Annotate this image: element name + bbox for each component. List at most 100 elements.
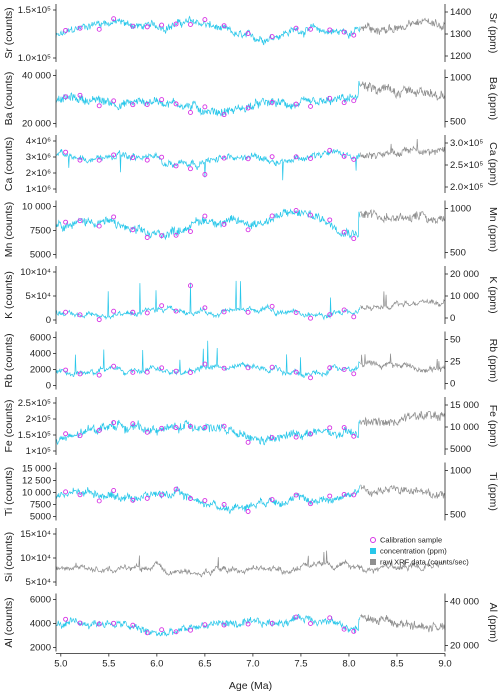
legend-raw-swatch [370, 559, 376, 565]
left-tick-label-ca: 4×10⁶ [26, 136, 51, 147]
right-axis-label-mn: Mn (ppm) [487, 207, 499, 252]
x-tick-label: 7.5 [294, 659, 307, 670]
calibration-point-k [144, 310, 150, 316]
calibration-point-fe [293, 434, 299, 440]
calibration-point-ti [130, 497, 136, 503]
left-tick-label-k: 0 [46, 315, 51, 326]
x-tick-label: 8.0 [342, 659, 355, 670]
panel-al: 2000 4000 6000 Al (counts) 20 000 40 000 Al (p… [3, 593, 499, 654]
left-tick-label-al: 6000 [30, 595, 51, 606]
right-tick-label-ca: 2.5×10⁵ [450, 160, 483, 171]
calibration-point-k [221, 309, 227, 315]
calibration-point-al [188, 627, 193, 633]
calibration-point-fe [144, 429, 150, 435]
left-tick-label-ba: 20 000 [22, 119, 51, 130]
raw-xrf-line-fe [360, 410, 446, 427]
left-tick-label-fe: 1.5×10⁵ [18, 430, 51, 441]
calibration-point-rb [202, 361, 208, 367]
calibration-point-al [63, 616, 69, 622]
legend-raw-label: raw XRF data (counts/sec) [380, 558, 469, 567]
calibration-point-sr [63, 27, 69, 33]
calibration-point-sr [351, 32, 357, 38]
calibration-point-rb [130, 369, 136, 375]
calibration-point-mn [144, 235, 150, 240]
calibration-point-al [111, 620, 117, 626]
calibration-point-ca [77, 157, 83, 163]
x-tick-label: 9.0 [438, 659, 451, 670]
calibration-point-mn [173, 232, 179, 238]
calibration-point-k [341, 307, 347, 313]
right-tick-label-k: 0 [450, 313, 455, 324]
calibration-point-rb [293, 369, 299, 375]
calibration-point-ti [351, 492, 357, 498]
calibration-point-rb [341, 367, 347, 373]
legend-calibration-swatch [370, 537, 376, 543]
calibration-point-ti [221, 502, 227, 507]
right-tick-label-ti: 1000 [450, 466, 471, 477]
calibration-point-mn [351, 236, 357, 242]
calibration-point-k [159, 303, 165, 309]
calibration-point-al [77, 620, 83, 626]
x-tick-label: 6.5 [198, 659, 211, 670]
calibration-point-fe [202, 425, 208, 430]
left-axis-label-mn: Mn (counts) [3, 202, 15, 257]
calibration-point-sr [221, 23, 227, 29]
concentration-line-k [55, 280, 361, 321]
calibration-point-rb [173, 368, 179, 374]
concentration-line-ti [55, 485, 361, 515]
calibration-point-ti [144, 495, 150, 501]
calibration-point-sr [144, 24, 150, 30]
calibration-point-rb [351, 371, 357, 377]
calibration-point-ba [130, 102, 136, 108]
calibration-point-ca [351, 156, 357, 162]
left-tick-label-mn: 10 000 [22, 202, 51, 213]
calibration-point-rb [159, 365, 165, 371]
panel-si: 5×10⁴ 10×10⁴ 15×10⁴ Si (counts) [3, 528, 446, 588]
calibration-point-sr [159, 22, 165, 28]
calibration-point-k [63, 309, 69, 315]
right-tick-label-ti: 500 [450, 510, 466, 521]
calibration-point-mn [63, 219, 69, 225]
legend: Calibration sample concentration (ppm) raw… [370, 536, 469, 567]
legend-concentration-swatch [370, 548, 376, 554]
calibration-point-k [293, 310, 299, 316]
calibration-point-ba [221, 112, 227, 118]
left-tick-label-rb: 0 [46, 381, 51, 392]
left-tick-label-ti: 12 500 [22, 476, 51, 487]
calibration-point-mn [341, 229, 347, 235]
calibration-point-rb [308, 375, 313, 381]
calibration-point-ca [63, 149, 69, 155]
calibration-point-sr [269, 34, 275, 40]
right-tick-label-fe: 10 000 [450, 422, 479, 433]
calibration-point-al [269, 620, 275, 626]
calibration-point-ca [173, 163, 179, 169]
calibration-point-ca [221, 155, 227, 161]
calibration-point-fe [341, 425, 347, 430]
left-tick-label-ca: 2×10⁶ [26, 168, 51, 179]
right-tick-label-ba: 1000 [450, 73, 471, 84]
concentration-line-fe [55, 419, 361, 446]
calibration-point-ti [327, 493, 333, 499]
calibration-point-ba [202, 104, 208, 110]
panel-k: 0 5×10⁴ 10×10⁴ K (counts) 0 10 000 20 000 K (pp… [3, 266, 499, 326]
panel-mn: 5000 7500 10 000 Mn (counts) 500 1000 Mn (ppm) [3, 200, 499, 261]
right-axis-label-al: Al (ppm) [487, 603, 499, 643]
calibration-point-fe [173, 425, 179, 431]
raw-xrf-line-ca [360, 138, 446, 160]
right-tick-label-sr: 1200 [450, 51, 471, 62]
concentration-line-al [55, 613, 361, 637]
calibration-point-al [144, 630, 150, 636]
calibration-point-ti [173, 486, 179, 492]
right-tick-label-fe: 15 000 [450, 400, 479, 411]
left-tick-label-rb: 4000 [30, 349, 51, 360]
calibration-point-ca [144, 157, 150, 163]
right-axis-label-ba: Ba (ppm) [487, 77, 499, 120]
left-tick-label-ti: 15 000 [22, 464, 51, 475]
calibration-point-ba [63, 94, 69, 100]
calibration-point-sr [308, 26, 313, 32]
right-tick-label-rb: 50 [450, 335, 461, 346]
raw-xrf-line-ti [360, 484, 446, 500]
calibration-point-ba [159, 97, 165, 103]
calibration-point-rb [221, 365, 227, 371]
